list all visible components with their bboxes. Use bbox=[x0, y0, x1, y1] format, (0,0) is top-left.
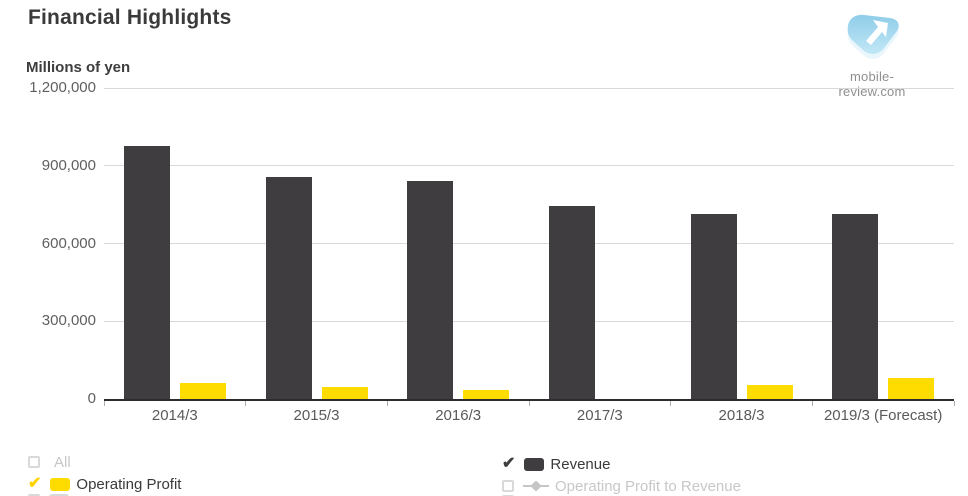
legend-line-marker-icon bbox=[523, 480, 549, 492]
bar-operating-profit-2019-3-forecast[interactable] bbox=[888, 377, 935, 399]
x-axis-tick-label: 2017/3 bbox=[576, 407, 623, 424]
checkbox[interactable] bbox=[28, 456, 40, 468]
bar-revenue-2016-3[interactable] bbox=[407, 181, 454, 399]
legend-marker-dot bbox=[530, 480, 542, 492]
x-axis-tick-label: 2014/3 bbox=[151, 407, 198, 424]
legend-color-swatch bbox=[524, 457, 545, 471]
page-title: Financial Highlights bbox=[28, 6, 232, 29]
bar-operating-profit-2014-3[interactable] bbox=[179, 382, 226, 399]
x-axis-tickmark bbox=[245, 401, 247, 406]
x-axis-tickmark bbox=[528, 401, 530, 406]
bar-operating-profit-2016-3[interactable] bbox=[463, 389, 510, 399]
checkmark-icon[interactable]: ✔ bbox=[502, 455, 516, 472]
x-axis-tick-label: 2016/3 bbox=[435, 407, 482, 424]
x-axis-tickmark bbox=[103, 401, 105, 406]
bar-revenue-2019-3-forecast[interactable] bbox=[832, 213, 879, 399]
x-axis-tickmark bbox=[811, 401, 813, 406]
bar-revenue-2014-3[interactable] bbox=[123, 146, 170, 399]
x-axis-tick-label: 2019/3 (Forecast) bbox=[823, 407, 943, 424]
bar-revenue-2015-3[interactable] bbox=[265, 177, 312, 399]
legend-item-label: All bbox=[54, 453, 71, 471]
gridline bbox=[104, 243, 954, 244]
bar-revenue-2018-3[interactable] bbox=[690, 213, 737, 399]
bar-operating-profit-2018-3[interactable] bbox=[746, 384, 793, 399]
x-axis-tickmark bbox=[953, 401, 955, 406]
legend-color-swatch bbox=[50, 477, 71, 491]
plot-area bbox=[104, 87, 954, 401]
legend-item-operating-profit-to-revenue[interactable]: Operating Profit to Revenue bbox=[502, 477, 741, 495]
checkmark-icon[interactable]: ✔ bbox=[28, 475, 42, 492]
mobile-review-logo-icon bbox=[840, 14, 904, 66]
bar-operating-profit-2015-3[interactable] bbox=[321, 387, 368, 399]
y-axis-tick-label: 300,000 bbox=[41, 312, 96, 330]
x-axis-tickmark bbox=[670, 401, 672, 406]
checkbox[interactable] bbox=[28, 494, 40, 496]
legend-item-operating-profit[interactable]: ✔ Operating Profit bbox=[28, 475, 182, 493]
x-axis-tick-label: 2018/3 bbox=[718, 407, 765, 424]
legend-item-revenue[interactable]: ✔ Revenue bbox=[502, 455, 611, 473]
legend-item-label: Operating Profit to Revenue bbox=[555, 477, 741, 495]
legend-item-partial[interactable] bbox=[28, 492, 75, 496]
y-axis-tick-label: 0 bbox=[87, 390, 96, 407]
y-axis-tick-label: 1,200,000 bbox=[29, 79, 96, 96]
legend-color-swatch bbox=[49, 493, 69, 496]
gridline bbox=[104, 165, 954, 167]
y-axis-tick-label: 600,000 bbox=[41, 234, 96, 252]
legend-item-all[interactable]: All bbox=[28, 453, 71, 471]
y-axis-tick-label: 900,000 bbox=[41, 156, 96, 174]
y-axis-title: Millions of yen bbox=[26, 59, 131, 76]
checkbox[interactable] bbox=[502, 480, 514, 492]
gridline bbox=[104, 320, 954, 322]
bar-revenue-2017-3[interactable] bbox=[548, 205, 595, 399]
x-axis-tickmark bbox=[386, 401, 388, 406]
gridline bbox=[104, 87, 954, 89]
brand: mobile-review.com bbox=[822, 8, 922, 99]
legend-item-label: Revenue bbox=[550, 455, 611, 473]
x-axis-tick-label: 2015/3 bbox=[293, 407, 340, 424]
legend-item-label: Operating Profit bbox=[76, 475, 182, 493]
